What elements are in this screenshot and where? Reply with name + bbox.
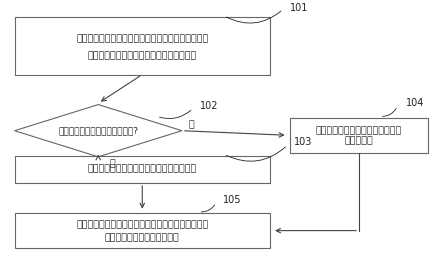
Text: 通过数据库获取查询子任务的数据: 通过数据库获取查询子任务的数据 [316,126,402,135]
Text: 103: 103 [294,138,312,148]
Text: 库查询结果: 库查询结果 [345,137,373,146]
Text: 段维度将数据库查询语句拆分为查询子任务: 段维度将数据库查询语句拆分为查询子任务 [88,52,197,61]
Text: 将所有的查询子任务的数据库查询结果进行合并、作: 将所有的查询子任务的数据库查询结果进行合并、作 [76,221,208,230]
Polygon shape [15,105,182,157]
Text: 是: 是 [109,159,115,168]
Text: 102: 102 [199,101,218,111]
Bar [15,155,270,183]
Text: 否: 否 [188,120,194,129]
Text: 为数据库查询语句的查询结果: 为数据库查询语句的查询结果 [105,233,179,242]
Text: 101: 101 [290,3,308,13]
Text: 从缓存中获取查询子任务的数据库查询结果: 从缓存中获取查询子任务的数据库查询结果 [88,165,197,174]
Bar [290,118,428,153]
Text: 判断已有的查询结果集是否可用?: 判断已有的查询结果集是否可用? [58,126,138,135]
Text: 105: 105 [223,195,241,205]
Text: 利用抽象语法树解析数据库查询语句，并按照单个字: 利用抽象语法树解析数据库查询语句，并按照单个字 [76,34,208,43]
Bar [15,213,270,248]
Text: 104: 104 [406,98,425,108]
Bar [15,17,270,74]
